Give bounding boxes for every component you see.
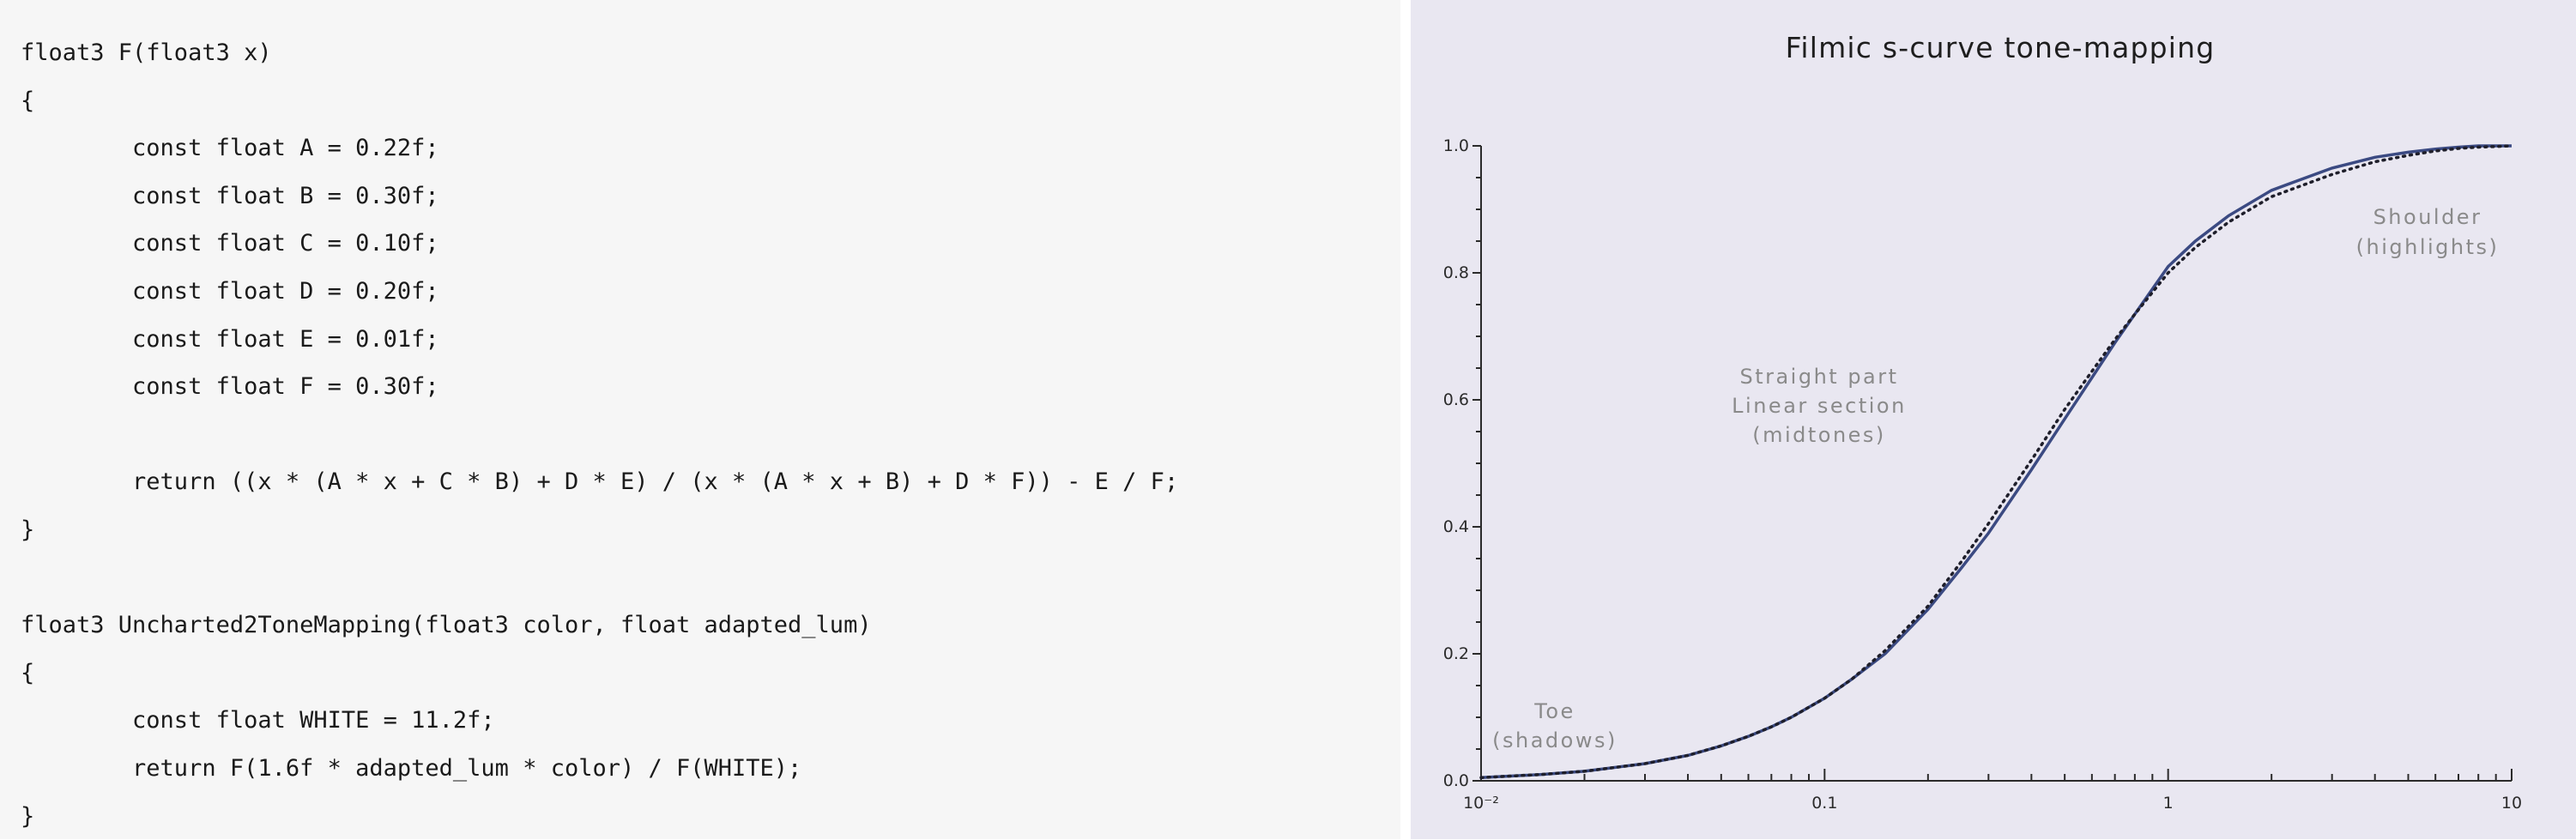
annotations: Shoulder (highlights) Straight part Linear …	[1492, 205, 2499, 752]
code-block: float3 F(float3 x){ const float A = 0.22…	[21, 29, 1178, 840]
code-line: }	[21, 506, 1178, 554]
y-tick-label: 0.8	[1443, 263, 1469, 282]
code-line: {	[21, 77, 1178, 125]
chart-title: Filmic s-curve tone-mapping	[1786, 31, 2216, 64]
chart-panel: Filmic s-curve tone-mapping 0.0 0.2 0.4 0.6…	[1411, 0, 2576, 839]
code-line: return ((x * (A * x + C * B) + D * E) / …	[21, 458, 1178, 506]
code-line: float3 Uncharted2ToneMapping(float3 colo…	[21, 601, 1178, 650]
code-line: const float WHITE = 11.2f;	[21, 697, 1178, 745]
x-tick-label: 1	[2163, 794, 2174, 813]
x-tick-label: 10⁻²	[1463, 794, 1499, 813]
code-line: }	[21, 793, 1178, 840]
code-line: {	[21, 650, 1178, 698]
annotation-shoulder: Shoulder	[2373, 205, 2482, 229]
code-line	[21, 554, 1178, 602]
x-tick-label: 10	[2501, 794, 2522, 813]
y-tick-label: 0.0	[1443, 771, 1469, 790]
y-tick-label: 0.4	[1443, 517, 1469, 536]
code-line: const float A = 0.22f;	[21, 124, 1178, 172]
annotation-toe: Toe	[1533, 699, 1575, 723]
code-line: const float E = 0.01f;	[21, 316, 1178, 364]
code-line: const float B = 0.30f;	[21, 172, 1178, 221]
annotation-toe: (shadows)	[1492, 728, 1618, 752]
code-line: const float C = 0.10f;	[21, 220, 1178, 268]
annotation-straight-part: Linear section	[1732, 394, 1907, 418]
annotation-shoulder: (highlights)	[2356, 235, 2500, 259]
annotation-straight-part: (midtones)	[1752, 423, 1886, 447]
code-line	[21, 411, 1178, 459]
code-line: float3 F(float3 x)	[21, 29, 1178, 77]
code-line: const float F = 0.30f;	[21, 363, 1178, 411]
y-tick-label: 1.0	[1443, 136, 1469, 155]
y-tick-label: 0.2	[1443, 644, 1469, 663]
code-panel: float3 F(float3 x){ const float A = 0.22…	[0, 0, 1400, 839]
y-tick-label: 0.6	[1443, 390, 1469, 409]
x-tick-label: 0.1	[1811, 794, 1837, 813]
annotation-straight-part: Straight part	[1739, 365, 1898, 389]
tone-mapping-chart: Filmic s-curve tone-mapping 0.0 0.2 0.4 0.6…	[1411, 0, 2576, 839]
code-line: const float D = 0.20f;	[21, 268, 1178, 316]
code-line: return F(1.6f * adapted_lum * color) / F…	[21, 745, 1178, 793]
